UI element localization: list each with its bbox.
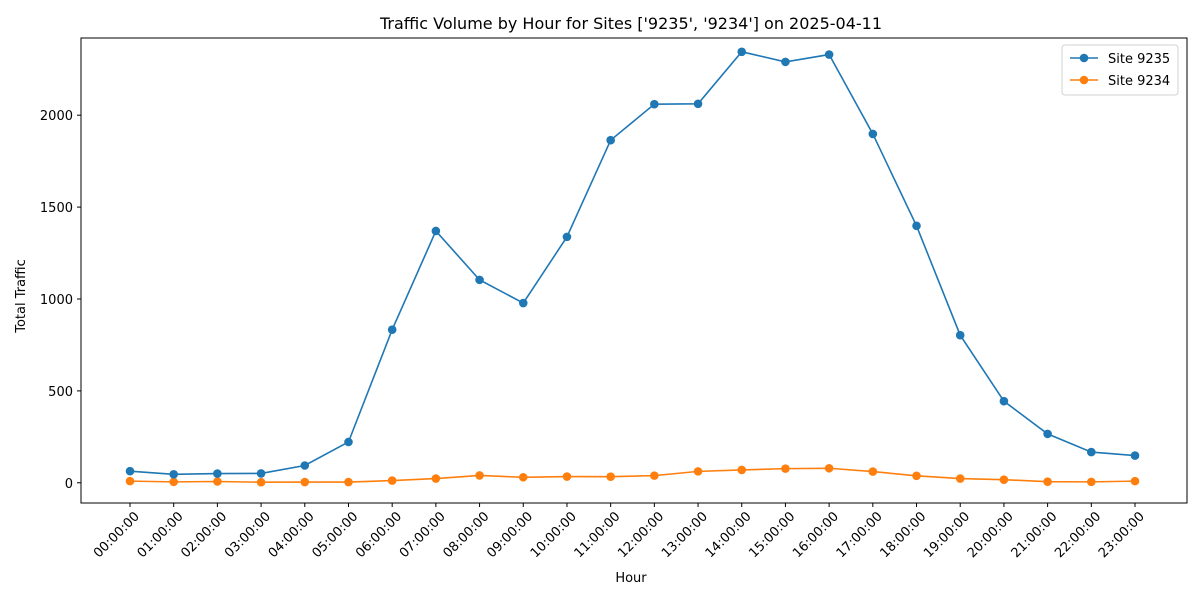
series-line [129, 467, 1136, 484]
data-point [300, 477, 310, 487]
data-point [387, 476, 397, 485]
y-axis-label: Total Traffic [14, 259, 29, 334]
data-point [431, 474, 441, 483]
data-point [300, 461, 310, 470]
data-point [693, 99, 703, 109]
data-point [999, 475, 1009, 484]
y-tick-label: 1000 [40, 293, 73, 308]
data-point [781, 57, 790, 67]
data-point [431, 226, 441, 236]
data-point [606, 472, 615, 482]
data-point [824, 463, 834, 473]
data-point [562, 232, 572, 242]
legend: Site 9235 Site 9234 [1061, 44, 1179, 96]
data-point [344, 477, 353, 487]
series-2 [125, 463, 1140, 487]
x-axis-label: Hour [615, 571, 647, 586]
y-tick-label: 1500 [40, 201, 73, 216]
y-tick-label: 500 [48, 385, 73, 400]
series-line [129, 50, 1136, 476]
plot-frame [80, 37, 1188, 504]
data-point [1087, 447, 1096, 457]
data-point [999, 396, 1009, 406]
data-point [256, 477, 266, 487]
data-point [781, 464, 790, 473]
data-point [737, 465, 747, 475]
data-point [475, 275, 484, 285]
data-point [475, 471, 484, 480]
data-point [518, 472, 528, 482]
data-point [518, 298, 528, 308]
y-tick-label: 2000 [40, 109, 73, 124]
data-point [737, 47, 747, 57]
data-point [213, 469, 222, 478]
data-point [169, 477, 178, 487]
data-point [387, 325, 397, 334]
series-layer [125, 47, 1140, 487]
data-point [650, 99, 659, 109]
chart-title: Traffic Volume by Hour for Sites ['9235'… [379, 14, 882, 33]
series-1 [125, 47, 1140, 479]
data-point [912, 471, 921, 481]
y-axis: 0 500 1000 1500 2000 [40, 109, 81, 492]
data-point [1043, 477, 1052, 486]
data-point [125, 466, 135, 476]
data-point [169, 470, 178, 479]
data-point [1130, 451, 1140, 460]
data-point [693, 467, 703, 476]
legend-label: Site 9234 [1108, 74, 1170, 89]
data-point [1043, 429, 1052, 439]
data-point [562, 472, 572, 481]
data-point [344, 437, 353, 447]
y-tick-label: 0 [65, 477, 73, 492]
data-point [256, 469, 266, 478]
data-point [868, 467, 878, 476]
data-point [955, 474, 965, 483]
data-point [606, 135, 615, 145]
legend-entry: Site 9235 [1070, 52, 1170, 67]
data-point [912, 221, 921, 231]
data-point [955, 330, 965, 340]
data-point [824, 50, 834, 59]
data-point [1130, 476, 1140, 486]
legend-marker [1079, 75, 1089, 85]
legend-marker [1079, 53, 1089, 63]
legend-label: Site 9235 [1108, 52, 1170, 67]
data-point [213, 477, 222, 486]
data-point [650, 471, 659, 480]
data-point [125, 476, 135, 486]
legend-entry: Site 9234 [1070, 74, 1170, 89]
data-point [868, 129, 878, 139]
data-point [1087, 477, 1096, 487]
